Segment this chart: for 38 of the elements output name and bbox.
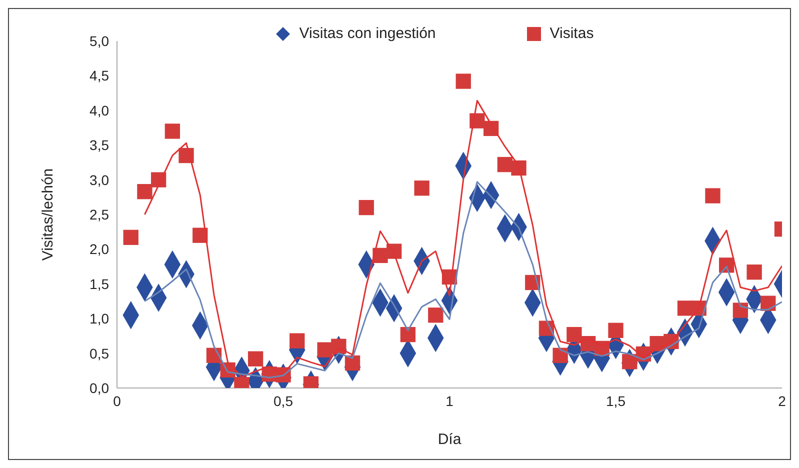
legend-label: Visitas xyxy=(548,25,594,42)
x-tick-label: 0,5 xyxy=(274,392,294,409)
point xyxy=(677,300,693,316)
y-tick-label: 0,5 xyxy=(90,345,110,362)
point xyxy=(746,264,762,280)
x-tick-label: 1 xyxy=(446,392,454,409)
y-tick-label: 4,0 xyxy=(90,102,110,118)
point xyxy=(732,302,748,318)
point xyxy=(428,308,444,323)
point xyxy=(248,351,264,366)
x-tick-label: 2 xyxy=(778,392,786,409)
y-tick-label: 1,5 xyxy=(90,276,110,292)
y-tick-label: 1,0 xyxy=(90,310,110,327)
point xyxy=(414,180,430,196)
y-tick-label: 4,5 xyxy=(90,68,110,84)
point xyxy=(358,200,374,216)
x-tick-label: 1,5 xyxy=(606,392,626,409)
y-tick-label: 5,0 xyxy=(90,32,110,49)
point xyxy=(400,326,416,342)
point xyxy=(317,342,332,358)
point xyxy=(705,188,720,204)
point xyxy=(123,230,138,245)
y-tick-label: 0,0 xyxy=(90,380,110,396)
y-tick-label: 3,5 xyxy=(90,137,110,154)
legend-label: Visitas con ingestión xyxy=(298,25,436,42)
y-tick-label: 2,5 xyxy=(90,206,110,222)
point xyxy=(608,322,624,338)
point xyxy=(456,74,471,89)
point xyxy=(566,326,582,342)
point xyxy=(497,156,513,172)
point xyxy=(290,333,305,348)
y-tick-label: 2,0 xyxy=(90,241,110,258)
y-tick-label: 3,0 xyxy=(90,172,110,188)
point xyxy=(137,184,152,200)
y-axis-title: Visitas/lechón xyxy=(39,168,56,261)
point xyxy=(164,124,180,139)
x-axis-title: Día xyxy=(438,431,462,448)
x-tick-label: 0 xyxy=(113,392,122,409)
